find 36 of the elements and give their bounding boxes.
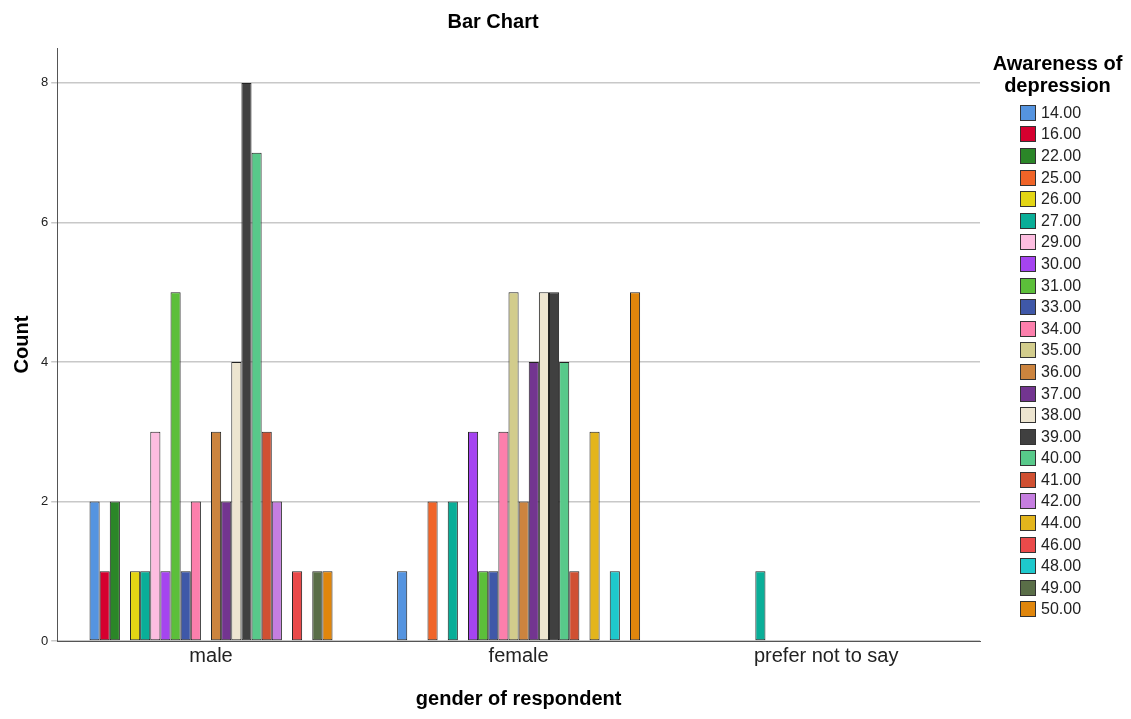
legend-label: 38.00 [1041,406,1082,425]
y-axis-title: Count [9,315,32,374]
legend-label: 35.00 [1041,341,1082,360]
legend-label: 30.00 [1041,254,1082,273]
legend-label: 16.00 [1041,125,1082,144]
y-tick-label: 4 [41,353,49,369]
legend-label: 34.00 [1041,319,1082,338]
legend-label: 27.00 [1041,211,1082,230]
x-tick-label: female [488,643,549,666]
legend-label: 46.00 [1041,535,1082,554]
legend-label: 44.00 [1041,514,1082,533]
legend-label: 29.00 [1041,233,1082,252]
x-axis-title: gender of respondent [415,686,622,709]
chart-title: Bar Chart [447,9,539,32]
legend-label: 42.00 [1041,492,1082,511]
legend-label: 26.00 [1041,190,1082,209]
legend-label: 22.00 [1041,146,1082,165]
legend-label: 36.00 [1041,362,1082,381]
legend-label: 39.00 [1041,427,1082,446]
y-tick-label: 6 [41,213,49,229]
legend-label: 31.00 [1041,276,1082,295]
legend-title: Awareness of depression [991,52,1124,96]
y-tick-label: 8 [41,74,49,90]
legend-label: 40.00 [1041,449,1082,468]
x-tick-label: prefer not to say [753,643,899,666]
legend-label: 41.00 [1041,470,1082,489]
y-tick-label: 2 [41,493,49,509]
legend-label: 48.00 [1041,557,1082,576]
legend-label: 14.00 [1041,103,1082,122]
legend-label: 25.00 [1041,168,1082,187]
legend-label: 37.00 [1041,384,1082,403]
legend-label: 49.00 [1041,578,1082,597]
legend-label: 50.00 [1041,600,1082,619]
y-tick-label: 0 [41,632,49,648]
x-tick-label: male [189,643,233,666]
legend-label: 33.00 [1041,298,1082,317]
